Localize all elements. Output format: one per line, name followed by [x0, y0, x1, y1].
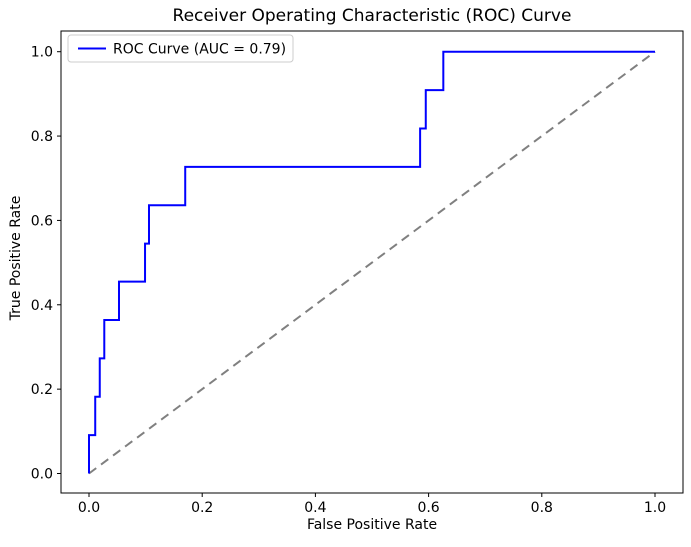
y-axis-label: True Positive Rate [8, 196, 24, 322]
chance-diagonal-line [88, 50, 656, 475]
x-tick-label: 1.0 [644, 500, 666, 516]
legend-box [67, 34, 294, 63]
x-tick-label: 0.2 [191, 500, 213, 516]
chance-diagonal-polyline [88, 50, 656, 475]
y-tick-label: 0.8 [31, 129, 53, 145]
roc-curve-polyline [88, 50, 655, 474]
y-tick-label: 0.2 [31, 382, 53, 398]
y-tick-label: 0.4 [31, 298, 53, 314]
x-axis-label: False Positive Rate [307, 517, 437, 533]
x-axis-ticks: 0.0 0.2 0.4 0.6 0.8 1.0 [78, 493, 666, 516]
roc-curve-line [88, 50, 655, 474]
axes-box [60, 30, 684, 494]
chart-title: Receiver Operating Characteristic (ROC) … [173, 6, 572, 26]
y-tick-label: 0.0 [31, 467, 53, 483]
x-tick-label: 0.4 [304, 500, 326, 516]
y-tick-label: 0.6 [31, 213, 53, 229]
x-tick-label: 0.8 [531, 500, 553, 516]
x-tick-label: 0.0 [78, 500, 100, 516]
y-tick-label: 1.0 [31, 45, 53, 61]
legend: ROC Curve (AUC = 0.79) [67, 34, 294, 63]
x-tick-label: 0.6 [417, 500, 439, 516]
y-axis-ticks: 0.0 0.2 0.4 0.6 0.8 1.0 [31, 45, 61, 483]
legend-label: ROC Curve (AUC = 0.79) [113, 42, 286, 58]
